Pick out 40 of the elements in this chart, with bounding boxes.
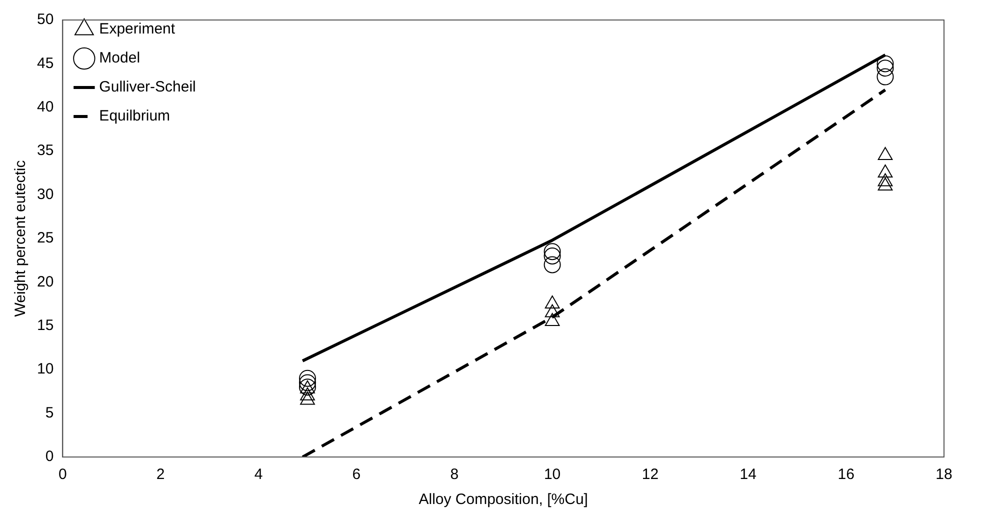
- y-tick-label: 45: [36, 54, 54, 72]
- y-tick-label: 20: [36, 273, 54, 290]
- y-tick-label: 0: [45, 448, 54, 466]
- x-tick-label: 4: [254, 466, 263, 484]
- point: [300, 387, 315, 400]
- y-tick-label: 35: [36, 142, 54, 160]
- point: [544, 296, 560, 309]
- point: [876, 60, 894, 77]
- x-tick-label: 12: [642, 466, 659, 484]
- point: [544, 256, 561, 274]
- y-tick-label: 5: [45, 404, 54, 422]
- x-tick-label: 8: [450, 466, 459, 484]
- legend-label: Equilbrium: [99, 108, 170, 125]
- point: [544, 304, 560, 318]
- y-tick-label: 15: [36, 317, 54, 334]
- y-axis-title: Weight percent eutectic: [12, 160, 30, 317]
- point: [544, 313, 560, 326]
- x-tick-label: 0: [58, 466, 67, 484]
- point: [544, 243, 561, 260]
- y-tick-label: 40: [36, 98, 54, 116]
- point: [878, 173, 893, 186]
- x-tick-label: 10: [544, 466, 561, 484]
- x-tick-label: 6: [352, 466, 361, 484]
- x-axis-title: Alloy Composition, [%Cu]: [418, 491, 588, 508]
- point: [876, 55, 894, 72]
- legend-label: Experiment: [99, 20, 176, 38]
- x-tick-label: 2: [156, 466, 165, 484]
- y-tick-label: 25: [36, 230, 54, 247]
- y-tick-label: 30: [36, 186, 54, 203]
- legend-label: Model: [99, 50, 140, 67]
- y-tick-label: 10: [36, 360, 54, 378]
- point: [544, 247, 561, 264]
- legend-label: Gulliver-Scheil: [99, 78, 196, 96]
- point: [876, 68, 894, 86]
- x-tick-label: 14: [740, 466, 756, 484]
- point: [878, 178, 893, 191]
- point: [300, 392, 315, 405]
- x-tick-label: 18: [936, 466, 952, 484]
- x-tick-label: 16: [838, 466, 854, 484]
- y-tick-label: 50: [36, 11, 54, 28]
